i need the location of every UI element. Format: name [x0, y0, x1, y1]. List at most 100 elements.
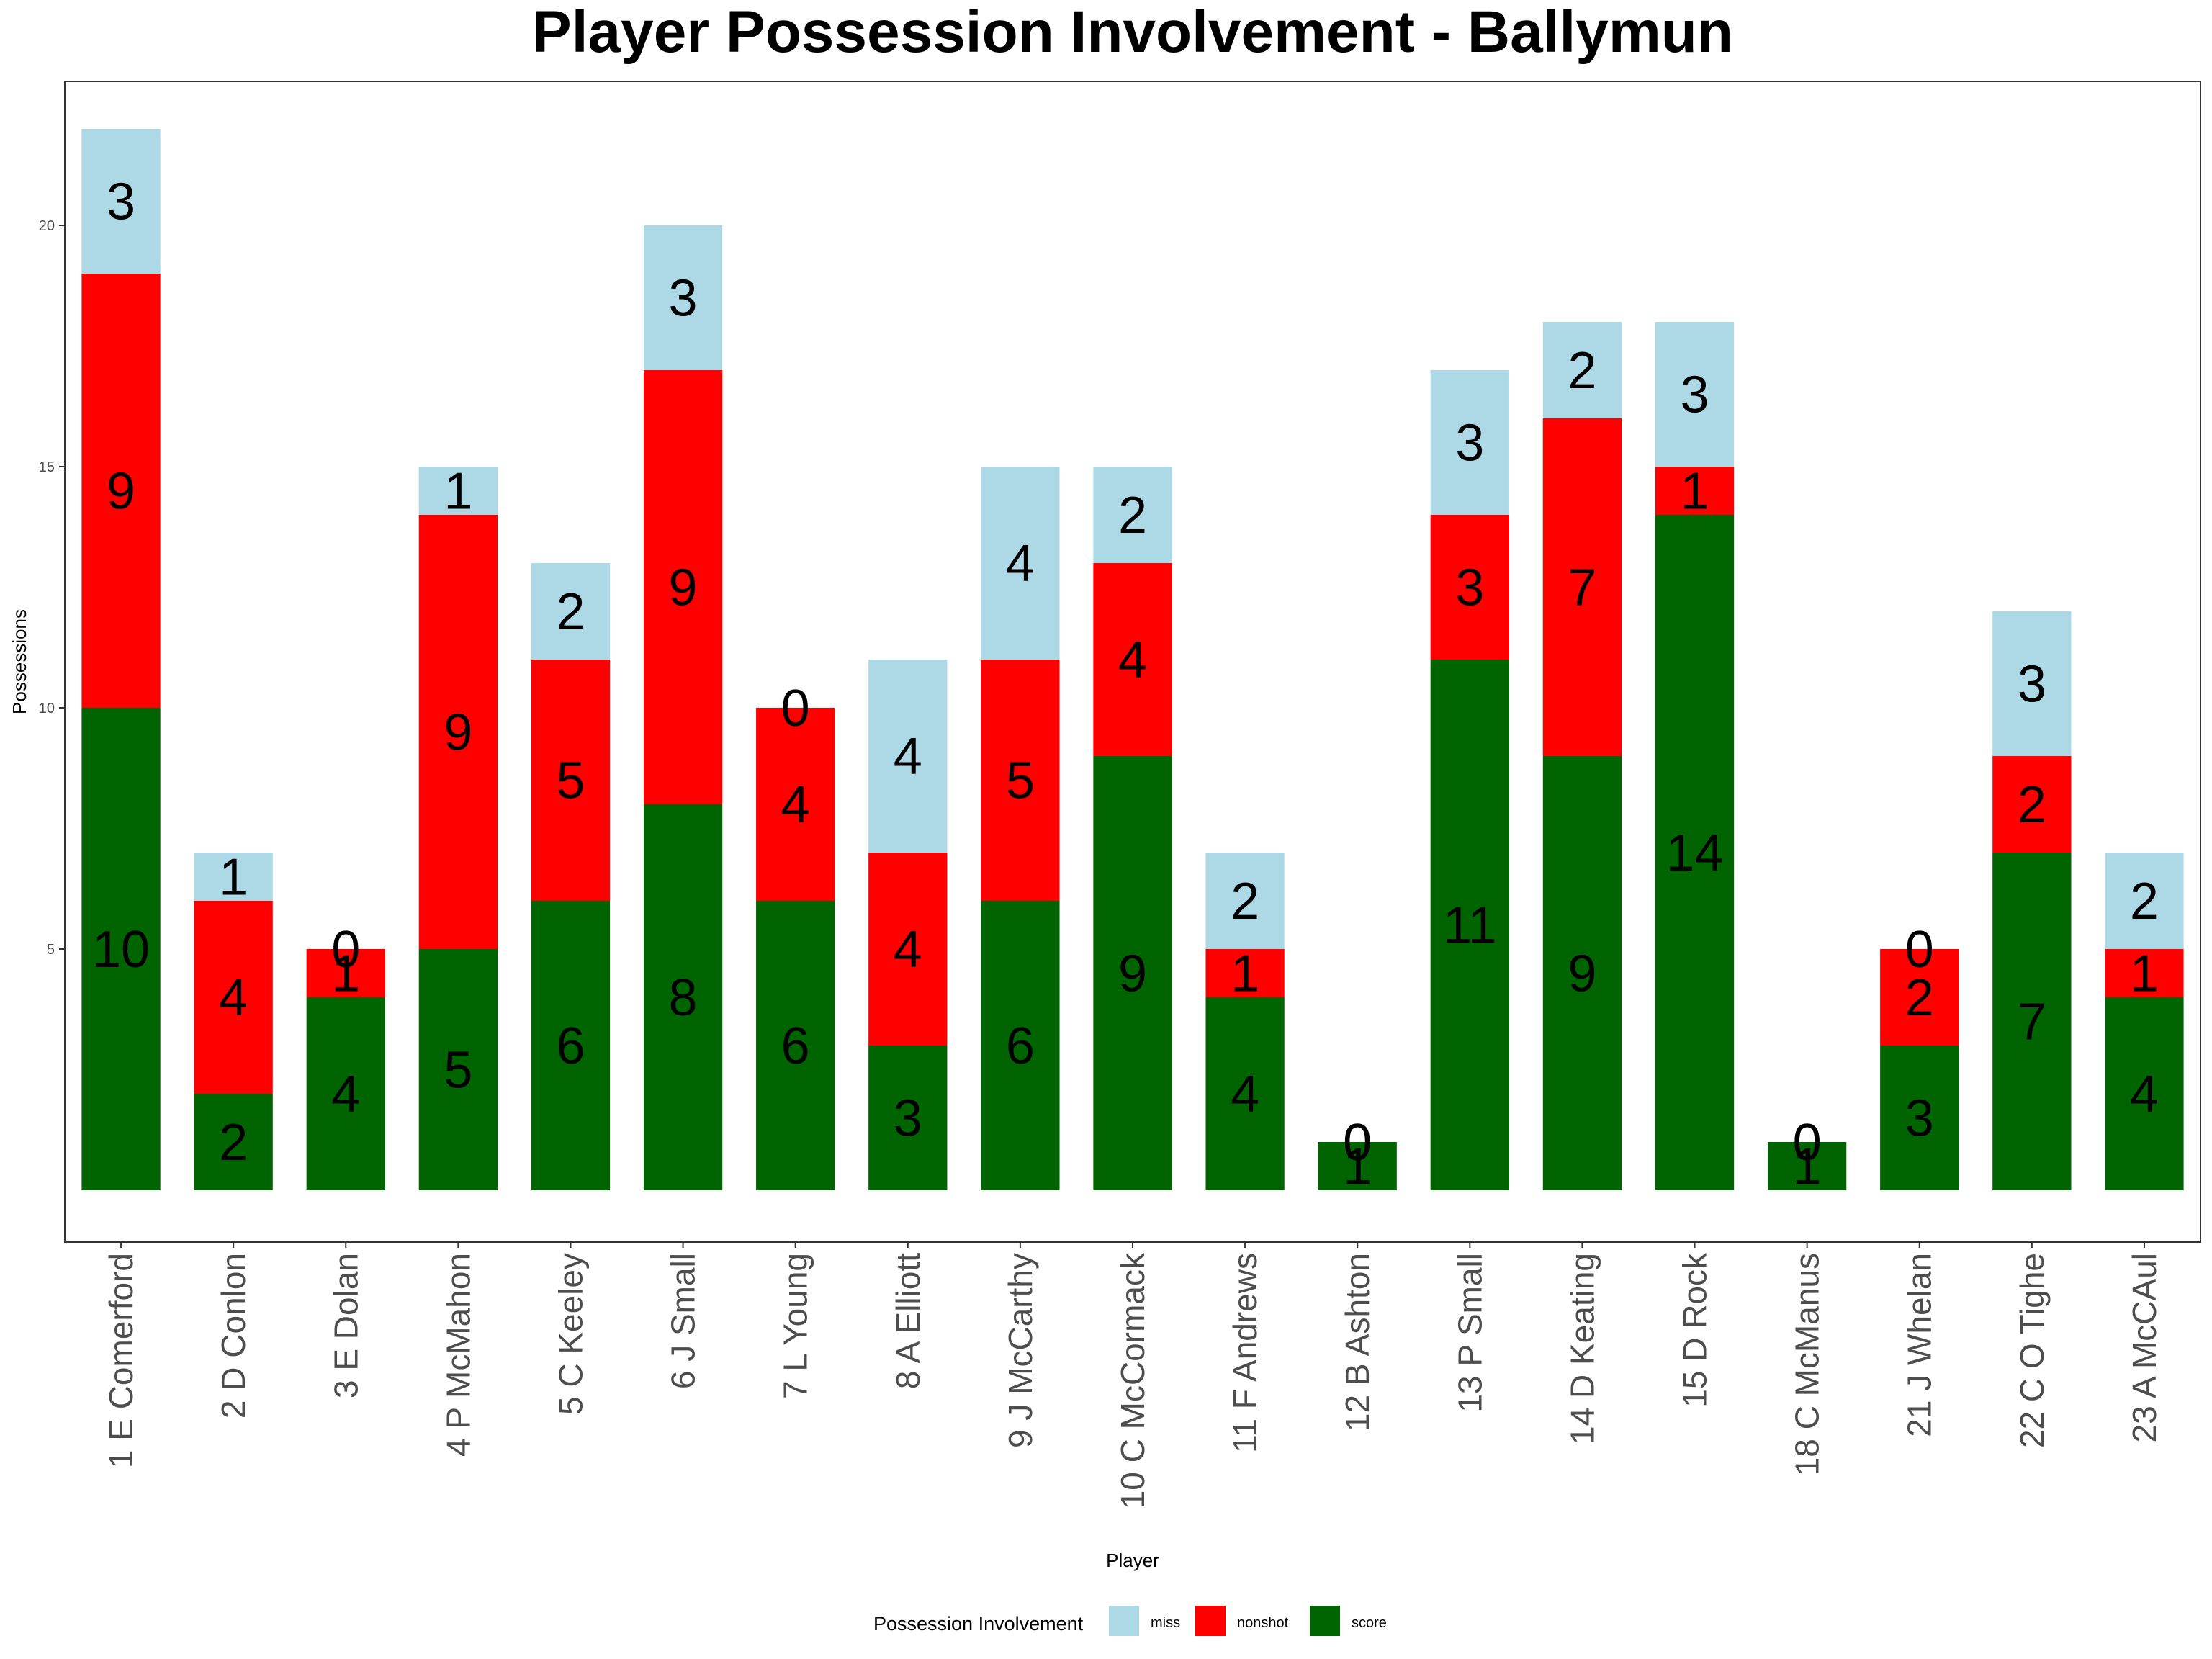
bars: 1093241410591652893640344654942412100113… — [81, 129, 2184, 1196]
bar-segment-miss — [981, 467, 1060, 660]
legend-key-score — [1310, 1606, 1340, 1636]
bar-segment-score — [418, 949, 498, 1190]
bar-segment-score — [1992, 853, 2072, 1190]
x-tick-label: 23 A McCAul — [2126, 1253, 2163, 1442]
bar-label-miss: 1 — [444, 463, 472, 521]
bar-label-nonshot: 2 — [1905, 969, 1934, 1027]
bar-label-score: 9 — [1118, 945, 1147, 1003]
x-tick-label: 7 L Young — [777, 1253, 814, 1399]
bar-label-score: 6 — [556, 1017, 585, 1075]
legend: Possession Involvement miss nonshot score — [873, 1606, 1387, 1636]
bar-segment-nonshot — [194, 901, 273, 1094]
x-axis-title: Player — [1106, 1550, 1159, 1571]
x-tick-label: 12 B Ashton — [1339, 1253, 1376, 1431]
y-axis-title: Possessions — [9, 609, 30, 714]
bar-segment-nonshot — [1992, 756, 2072, 853]
bar-segment-score — [1093, 756, 1172, 1190]
bar-segment-miss — [1992, 611, 2072, 756]
bar-label-miss: 0 — [1793, 1114, 1822, 1172]
x-tick-label: 22 C O Tighe — [2013, 1253, 2051, 1448]
bar-label-miss: 4 — [894, 728, 922, 786]
bar-segment-score — [756, 901, 835, 1190]
bar-label-nonshot: 2 — [2018, 776, 2046, 834]
bar-segment-nonshot — [81, 274, 161, 708]
bar-segment-nonshot — [531, 660, 611, 901]
bar-label-nonshot: 4 — [219, 969, 248, 1027]
bar-label-miss: 2 — [2130, 873, 2159, 930]
bar-segment-miss — [1542, 322, 1622, 418]
bar-segment-miss — [1655, 322, 1735, 467]
bar-label-miss: 4 — [1006, 535, 1035, 593]
bar-label-nonshot: 0 — [1793, 1114, 1822, 1172]
bar-label-miss: 2 — [556, 583, 585, 641]
bar-segment-nonshot — [1205, 949, 1285, 997]
legend-key-nonshot — [1195, 1606, 1226, 1636]
x-tick-label: 4 P McMahon — [439, 1253, 477, 1457]
x-tick-label: 21 J Whelan — [1901, 1253, 1938, 1437]
x-tick-label: 18 C McManus — [1789, 1253, 1826, 1475]
bar-label-score: 8 — [669, 969, 698, 1027]
bar-segment-score — [1655, 515, 1735, 1190]
x-tick-label: 9 J McCarthy — [1002, 1253, 1039, 1448]
bar-label-miss: 3 — [1681, 367, 1709, 424]
bar-label-score: 6 — [1006, 1017, 1035, 1075]
y-tick-label: 5 — [47, 942, 55, 958]
bar-label-nonshot: 5 — [556, 752, 585, 810]
bar-label-nonshot: 5 — [1006, 752, 1035, 810]
bar-segment-score — [194, 1094, 273, 1190]
bar-segment-nonshot — [643, 370, 723, 804]
bar-label-miss: 0 — [781, 680, 810, 737]
bar-label-score: 3 — [894, 1090, 922, 1148]
x-tick-label: 11 F Andrews — [1226, 1253, 1264, 1453]
bar-label-nonshot: 3 — [1455, 559, 1484, 617]
bar-segment-score — [306, 997, 385, 1190]
bar-label-miss: 3 — [1455, 415, 1484, 472]
bar-segment-score — [981, 901, 1060, 1190]
legend-title: Possession Involvement — [873, 1613, 1084, 1635]
legend-label-nonshot: nonshot — [1237, 1615, 1289, 1631]
bar-segment-score — [1318, 1142, 1397, 1190]
bar-segment-nonshot — [1093, 563, 1172, 756]
bar-label-score: 1 — [1793, 1138, 1822, 1196]
bar-label-miss: 2 — [1118, 487, 1147, 544]
bar-label-score: 1 — [1343, 1138, 1372, 1196]
bar-segment-score — [868, 1046, 948, 1190]
bar-label-miss: 0 — [331, 921, 360, 979]
bar-segment-miss — [643, 225, 723, 370]
bar-label-nonshot: 1 — [1681, 463, 1709, 521]
bar-segment-nonshot — [756, 708, 835, 901]
x-tick-label: 14 D Keating — [1563, 1253, 1601, 1444]
bar-segment-nonshot — [981, 660, 1060, 901]
x-tick-label: 2 D Conlon — [215, 1253, 252, 1419]
bar-segment-nonshot — [418, 515, 498, 949]
x-tick-label: 3 E Dolan — [327, 1253, 364, 1398]
bar-segment-miss — [2105, 853, 2184, 949]
bar-segment-miss — [868, 660, 948, 853]
bar-segment-nonshot — [1880, 949, 1959, 1046]
y-tick-label: 15 — [39, 459, 55, 475]
bar-segment-score — [1880, 1046, 1959, 1190]
bar-segment-miss — [1205, 853, 1285, 949]
bar-segment-miss — [1093, 467, 1172, 563]
legend-label-miss: miss — [1151, 1615, 1180, 1631]
bar-label-score: 4 — [2130, 1066, 2159, 1123]
bar-label-score: 5 — [444, 1042, 472, 1100]
legend-label-score: score — [1352, 1615, 1387, 1631]
bar-label-miss: 0 — [1343, 1114, 1372, 1172]
chart-title: Player Possession Involvement - Ballymun — [532, 0, 1733, 65]
bar-segment-nonshot — [1655, 467, 1735, 515]
bar-label-miss: 2 — [1231, 873, 1259, 930]
bar-label-miss: 2 — [1568, 342, 1596, 400]
bar-segment-nonshot — [2105, 949, 2184, 997]
bar-segment-nonshot — [868, 853, 948, 1046]
bar-label-nonshot: 0 — [1343, 1114, 1372, 1172]
bar-label-score: 14 — [1665, 824, 1723, 882]
x-tick-label: 8 A Elliott — [889, 1253, 927, 1389]
y-tick-label: 20 — [39, 218, 55, 234]
bar-label-miss: 3 — [2018, 656, 2046, 714]
bar-segment-nonshot — [1430, 515, 1509, 660]
bar-segment-nonshot — [1542, 418, 1622, 756]
x-tick-label: 10 C McCormack — [1114, 1252, 1151, 1509]
bar-segment-score — [1767, 1142, 1847, 1190]
bar-label-score: 6 — [781, 1017, 810, 1075]
